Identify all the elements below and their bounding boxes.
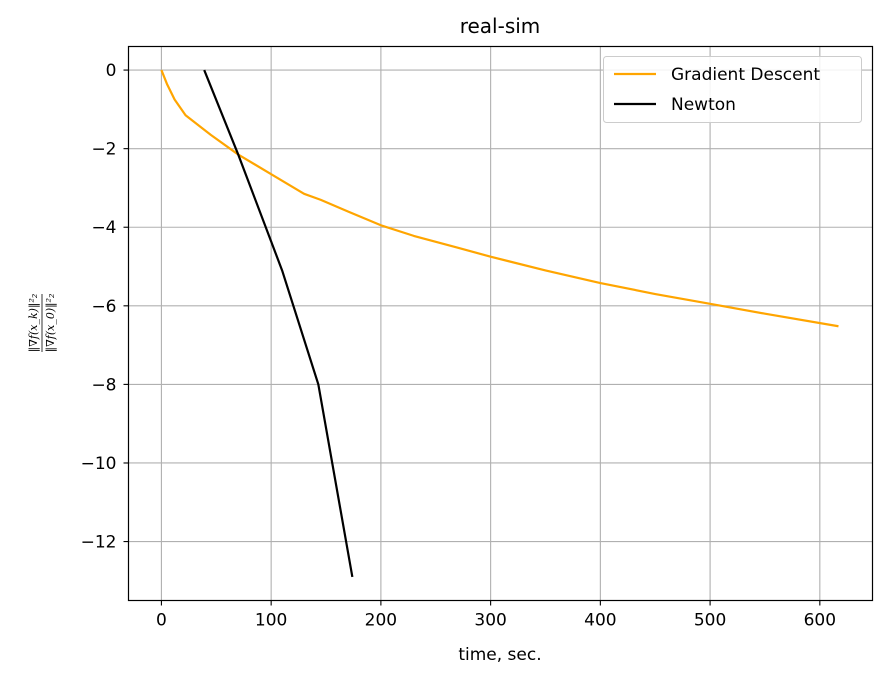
series-line-newton (203, 69, 354, 578)
grid (128, 46, 873, 601)
x-tick-label: 300 (474, 611, 506, 631)
chart-title: real-sim (460, 14, 541, 38)
legend-label-gradient-descent: Gradient Descent (671, 65, 820, 85)
y-tick-label: −12 (81, 533, 117, 553)
y-tick-label: −6 (91, 297, 116, 317)
series-group (160, 69, 839, 578)
y-tick-label: 0 (106, 61, 117, 81)
x-tick-label: 500 (694, 611, 726, 631)
y-tick-label: −10 (81, 454, 117, 474)
y-tick-label: −8 (91, 375, 116, 395)
y-tick-label: −4 (91, 218, 116, 238)
x-tick-label: 0 (156, 611, 167, 631)
x-axis-label: time, sec. (458, 645, 541, 665)
y-axis-label: ‖∇f(x_k)‖²₂ ‖∇f(x_0)‖²₂ (27, 294, 58, 353)
legend-label-newton: Newton (671, 95, 736, 115)
plot-frame (127, 45, 874, 602)
legend: Gradient Descent Newton (603, 56, 862, 123)
legend-box (603, 56, 862, 123)
y-tick-label: −2 (91, 140, 116, 160)
x-tick-label: 100 (255, 611, 287, 631)
y-axis-label-numerator: ‖∇f(x_k)‖²₂ (27, 294, 41, 353)
x-tick-label: 600 (804, 611, 836, 631)
x-tick-label: 200 (365, 611, 397, 631)
series-line-gradient-descent (160, 69, 839, 328)
ticks: 0 100 200 300 400 500 600 0 −2 −4 −6 −8 −10 −12 (81, 61, 836, 630)
x-tick-label: 400 (584, 611, 616, 631)
y-axis-label-denominator: ‖∇f(x_0)‖²₂ (44, 294, 58, 353)
